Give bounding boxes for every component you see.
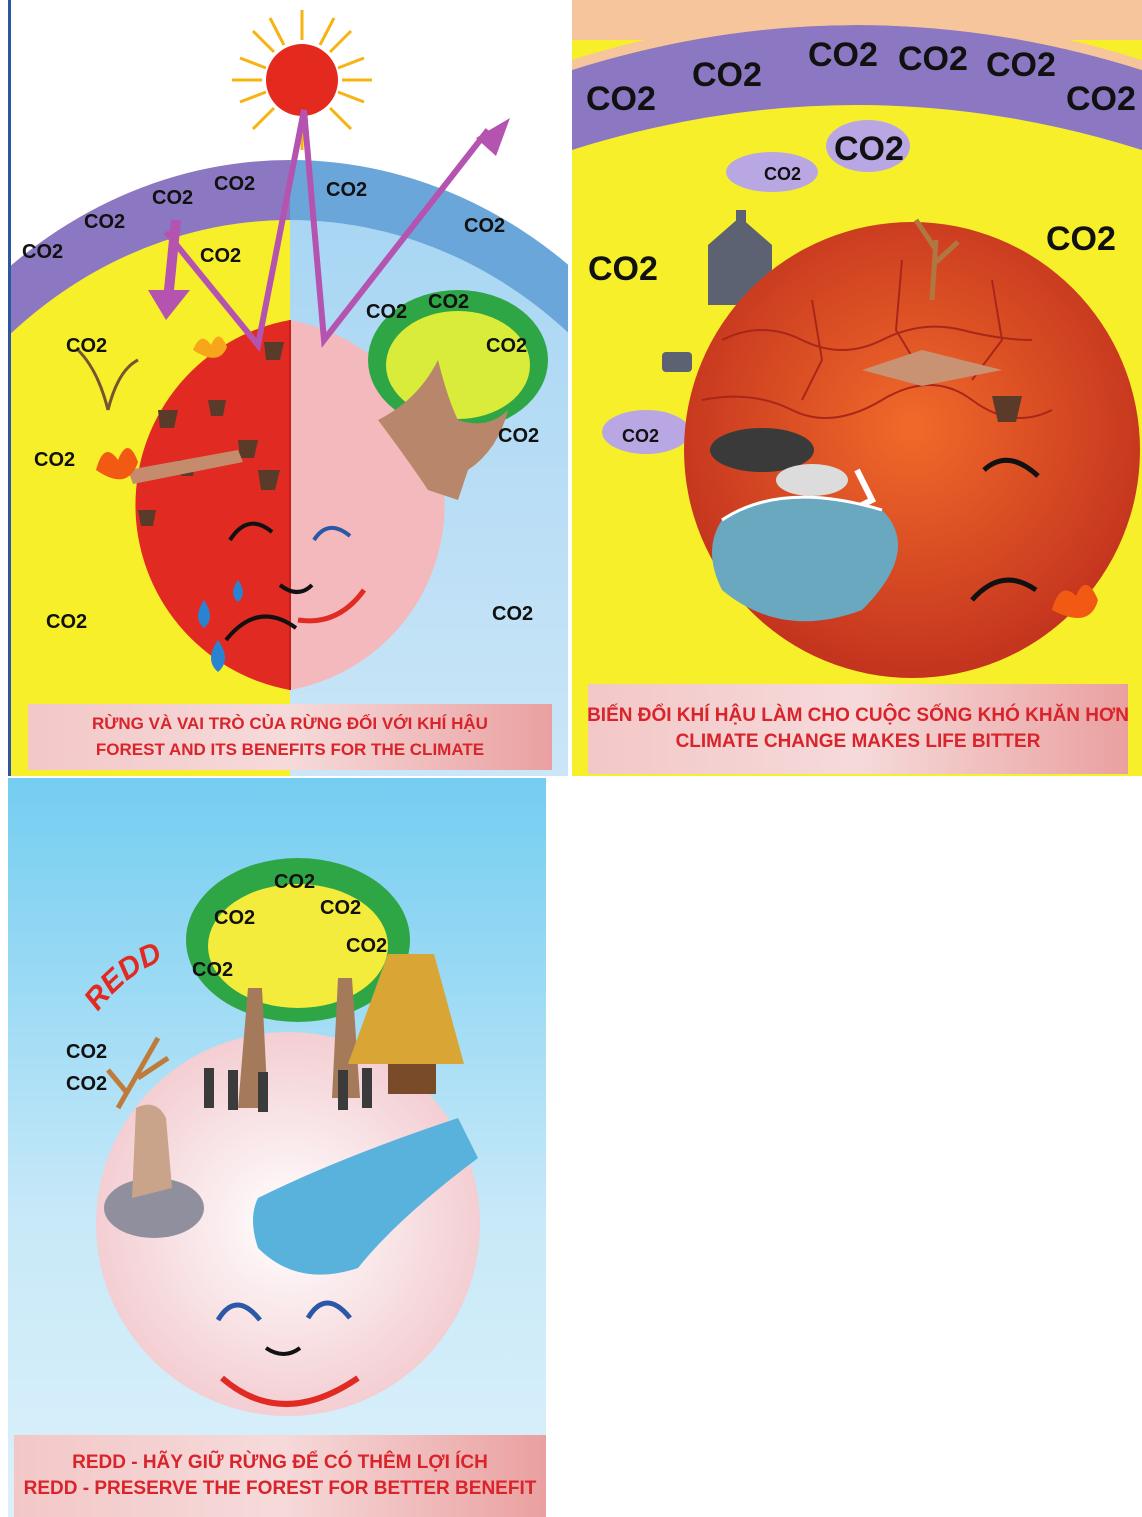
co2-label: CO2	[66, 1041, 107, 1063]
co2-label: CO2	[66, 1073, 107, 1095]
poster-forest-benefits-caption: RỪNG VÀ VAI TRÒ CỦA RỪNG ĐỐI VỚI KHÍ HẬU…	[28, 704, 552, 770]
poster-climate-change-illustration: CO2 CO2 CO2 CO2 CO2 CO2 CO2 CO2 CO2 CO2 …	[572, 0, 1142, 776]
co2-label: CO2	[214, 907, 255, 929]
co2-label: CO2	[986, 46, 1056, 84]
caption-english: FOREST AND ITS BENEFITS FOR THE CLIMATE	[95, 740, 485, 759]
co2-label: CO2	[428, 291, 469, 313]
co2-label: CO2	[808, 36, 878, 74]
co2-label: CO2	[486, 335, 527, 357]
co2-label: CO2	[622, 426, 659, 446]
poster-forest-benefits-illustration: CO2 CO2 CO2 CO2 CO2 CO2 CO2 CO2 CO2 CO2 …	[8, 0, 568, 776]
co2-label: CO2	[152, 187, 193, 209]
co2-label: CO2	[84, 211, 125, 233]
poster-climate-change: CO2 CO2 CO2 CO2 CO2 CO2 CO2 CO2 CO2 CO2 …	[572, 0, 1142, 776]
co2-label: CO2	[200, 245, 241, 267]
co2-label: CO2	[898, 40, 968, 78]
co2-label: CO2	[274, 871, 315, 893]
caption-vietnamese: RỪNG VÀ VAI TRÒ CỦA RỪNG ĐỐI VỚI KHÍ HẬU	[92, 714, 488, 733]
co2-label: CO2	[326, 179, 367, 201]
caption-vietnamese: BIẾN ĐỔI KHÍ HẬU LÀM CHO CUỘC SỐNG KHÓ K…	[587, 705, 1129, 726]
co2-label: CO2	[692, 56, 762, 94]
co2-label: CO2	[22, 241, 63, 263]
co2-label: CO2	[1066, 80, 1136, 118]
co2-label: CO2	[586, 80, 656, 118]
co2-label: CO2	[346, 935, 387, 957]
co2-label: CO2	[588, 250, 658, 288]
co2-label: CO2	[1046, 220, 1116, 258]
arrow-icon	[148, 109, 510, 352]
factory-icon	[708, 210, 772, 305]
co2-label: CO2	[366, 301, 407, 323]
poster-redd-caption: REDD - HÃY GIỮ RỪNG ĐỂ CÓ THÊM LỢI ÍCH R…	[14, 1435, 546, 1517]
co2-label: CO2	[464, 215, 505, 237]
caption-english: REDD - PRESERVE THE FOREST FOR BETTER BE…	[23, 1478, 537, 1499]
co2-label: CO2	[320, 897, 361, 919]
co2-label: CO2	[764, 164, 801, 184]
poster-forest-benefits: CO2 CO2 CO2 CO2 CO2 CO2 CO2 CO2 CO2 CO2 …	[8, 0, 568, 776]
co2-label: CO2	[192, 959, 233, 981]
poster-climate-change-caption: BIẾN ĐỔI KHÍ HẬU LÀM CHO CUỘC SỐNG KHÓ K…	[587, 684, 1129, 774]
co2-label: CO2	[34, 449, 75, 471]
co2-label: CO2	[46, 611, 87, 633]
co2-label: CO2	[492, 603, 533, 625]
co2-label: CO2	[214, 173, 255, 195]
poster-redd-illustration: REDD CO2 CO2 CO2 CO2 CO2 CO2 CO2	[8, 778, 546, 1517]
co2-label: CO2	[498, 425, 539, 447]
co2-label: CO2	[834, 130, 904, 168]
poster-redd: REDD CO2 CO2 CO2 CO2 CO2 CO2 CO2 REDD - …	[8, 778, 546, 1517]
co2-label: CO2	[66, 335, 107, 357]
caption-vietnamese: REDD - HÃY GIỮ RỪNG ĐỂ CÓ THÊM LỢI ÍCH	[72, 1452, 488, 1473]
caption-english: CLIMATE CHANGE MAKES LIFE BITTER	[675, 731, 1041, 752]
